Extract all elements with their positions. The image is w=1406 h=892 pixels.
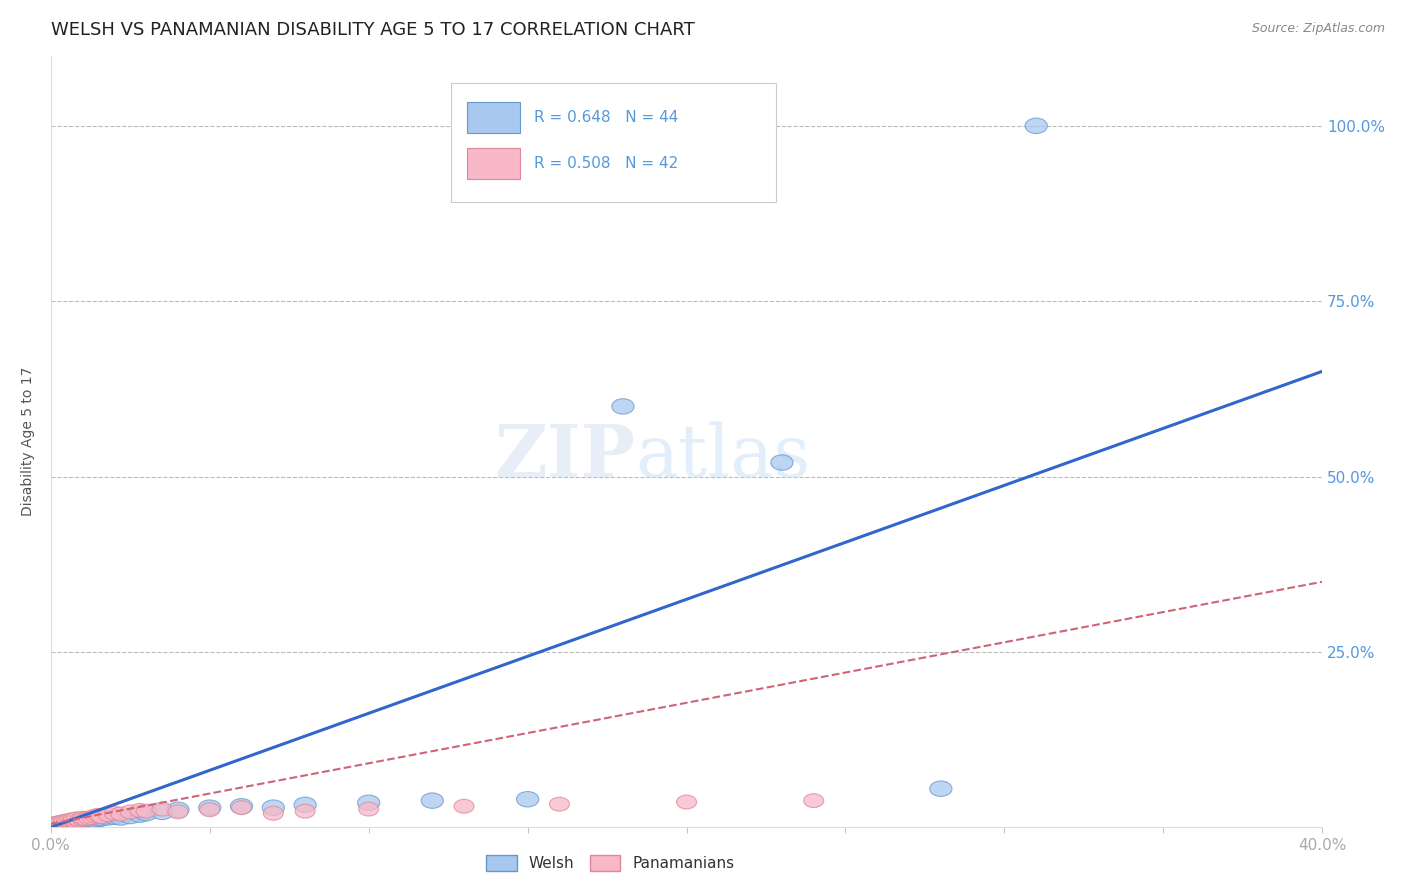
Ellipse shape bbox=[49, 817, 72, 833]
FancyBboxPatch shape bbox=[451, 83, 776, 202]
Ellipse shape bbox=[103, 809, 125, 824]
Ellipse shape bbox=[69, 814, 90, 830]
Ellipse shape bbox=[150, 805, 173, 820]
Text: atlas: atlas bbox=[636, 422, 811, 492]
Ellipse shape bbox=[48, 816, 67, 830]
Ellipse shape bbox=[75, 814, 97, 829]
Ellipse shape bbox=[97, 810, 120, 825]
Ellipse shape bbox=[44, 818, 65, 832]
Ellipse shape bbox=[66, 814, 86, 829]
Ellipse shape bbox=[1025, 118, 1047, 134]
Ellipse shape bbox=[49, 816, 72, 831]
Ellipse shape bbox=[77, 813, 100, 828]
Ellipse shape bbox=[198, 800, 221, 815]
Ellipse shape bbox=[86, 809, 105, 823]
Ellipse shape bbox=[48, 818, 67, 831]
Ellipse shape bbox=[72, 813, 94, 828]
Ellipse shape bbox=[79, 811, 98, 825]
Ellipse shape bbox=[46, 818, 69, 834]
Ellipse shape bbox=[804, 794, 824, 807]
Ellipse shape bbox=[136, 805, 156, 818]
Ellipse shape bbox=[231, 798, 253, 814]
Ellipse shape bbox=[72, 814, 94, 830]
Ellipse shape bbox=[60, 814, 80, 829]
Ellipse shape bbox=[359, 802, 378, 816]
Ellipse shape bbox=[51, 815, 70, 830]
Ellipse shape bbox=[76, 812, 96, 826]
Ellipse shape bbox=[612, 399, 634, 414]
Ellipse shape bbox=[84, 813, 107, 828]
Ellipse shape bbox=[42, 817, 65, 833]
Ellipse shape bbox=[294, 797, 316, 813]
Ellipse shape bbox=[65, 815, 87, 830]
Ellipse shape bbox=[60, 814, 80, 827]
Ellipse shape bbox=[770, 455, 793, 470]
Legend: Welsh, Panamanians: Welsh, Panamanians bbox=[479, 849, 741, 878]
Ellipse shape bbox=[82, 812, 103, 827]
Ellipse shape bbox=[62, 814, 84, 830]
Ellipse shape bbox=[110, 810, 132, 825]
Ellipse shape bbox=[91, 810, 111, 823]
Ellipse shape bbox=[56, 816, 77, 831]
Ellipse shape bbox=[676, 795, 696, 809]
Ellipse shape bbox=[63, 813, 83, 827]
Ellipse shape bbox=[104, 806, 124, 821]
Ellipse shape bbox=[516, 791, 538, 807]
Ellipse shape bbox=[167, 802, 188, 817]
Ellipse shape bbox=[52, 817, 75, 832]
Ellipse shape bbox=[200, 803, 219, 817]
Text: R = 0.648   N = 44: R = 0.648 N = 44 bbox=[534, 110, 678, 125]
Ellipse shape bbox=[56, 817, 77, 833]
Ellipse shape bbox=[82, 811, 103, 824]
Ellipse shape bbox=[53, 816, 73, 830]
Ellipse shape bbox=[53, 814, 73, 829]
Ellipse shape bbox=[69, 814, 90, 827]
Ellipse shape bbox=[44, 817, 65, 830]
FancyBboxPatch shape bbox=[467, 102, 520, 133]
Ellipse shape bbox=[111, 807, 131, 821]
Ellipse shape bbox=[167, 805, 188, 819]
Ellipse shape bbox=[152, 802, 172, 816]
Ellipse shape bbox=[90, 811, 112, 826]
Ellipse shape bbox=[87, 811, 110, 827]
Text: WELSH VS PANAMANIAN DISABILITY AGE 5 TO 17 CORRELATION CHART: WELSH VS PANAMANIAN DISABILITY AGE 5 TO … bbox=[51, 21, 695, 39]
Ellipse shape bbox=[357, 795, 380, 811]
Ellipse shape bbox=[62, 816, 84, 831]
Ellipse shape bbox=[121, 805, 141, 819]
Text: Source: ZipAtlas.com: Source: ZipAtlas.com bbox=[1251, 22, 1385, 36]
Ellipse shape bbox=[98, 808, 118, 822]
Ellipse shape bbox=[262, 800, 284, 815]
Ellipse shape bbox=[66, 812, 86, 826]
Ellipse shape bbox=[454, 799, 474, 814]
Ellipse shape bbox=[56, 815, 77, 830]
Ellipse shape bbox=[73, 813, 93, 827]
Ellipse shape bbox=[135, 805, 157, 821]
Ellipse shape bbox=[63, 814, 83, 828]
Ellipse shape bbox=[42, 818, 65, 834]
Ellipse shape bbox=[422, 793, 443, 808]
Ellipse shape bbox=[59, 814, 82, 830]
Ellipse shape bbox=[295, 805, 315, 818]
Ellipse shape bbox=[550, 797, 569, 811]
Ellipse shape bbox=[52, 815, 75, 830]
Text: R = 0.508   N = 42: R = 0.508 N = 42 bbox=[534, 156, 678, 171]
Ellipse shape bbox=[120, 808, 142, 824]
Ellipse shape bbox=[56, 814, 77, 828]
Ellipse shape bbox=[51, 817, 70, 830]
FancyBboxPatch shape bbox=[467, 148, 520, 179]
Ellipse shape bbox=[263, 806, 284, 821]
Ellipse shape bbox=[73, 811, 93, 825]
Y-axis label: Disability Age 5 to 17: Disability Age 5 to 17 bbox=[21, 367, 35, 516]
Text: ZIP: ZIP bbox=[495, 421, 636, 492]
Ellipse shape bbox=[129, 807, 150, 822]
Ellipse shape bbox=[929, 781, 952, 797]
Ellipse shape bbox=[232, 801, 252, 814]
Ellipse shape bbox=[65, 814, 87, 829]
Ellipse shape bbox=[59, 817, 82, 832]
Ellipse shape bbox=[89, 808, 108, 822]
Ellipse shape bbox=[129, 804, 150, 817]
Ellipse shape bbox=[46, 817, 69, 832]
